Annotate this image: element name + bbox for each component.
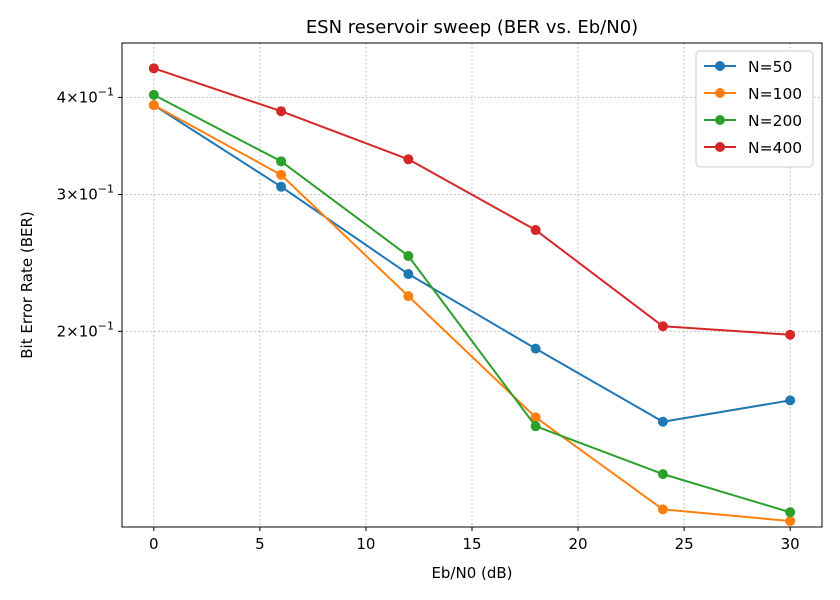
series-n-200 bbox=[148, 89, 796, 518]
y-tick-label: 4×10−1 bbox=[57, 85, 114, 106]
chart-title: ESN reservoir sweep (BER vs. Eb/N0) bbox=[306, 17, 638, 38]
data-point bbox=[276, 181, 287, 192]
series-layer bbox=[148, 63, 796, 527]
x-tick-label: 20 bbox=[569, 535, 588, 553]
axis-ticks: 0 5 10 15 20 25 30 4×10−1 3×10−1 2×10−1 bbox=[57, 85, 800, 553]
data-point bbox=[785, 516, 796, 527]
series-line bbox=[153, 104, 791, 423]
data-point bbox=[148, 100, 159, 111]
series-line bbox=[153, 104, 791, 523]
legend-label: N=200 bbox=[748, 112, 802, 130]
data-point bbox=[530, 412, 541, 423]
data-point bbox=[530, 225, 541, 236]
data-point bbox=[276, 169, 287, 180]
data-point bbox=[785, 329, 796, 340]
x-tick-label: 30 bbox=[781, 535, 800, 553]
data-point bbox=[657, 416, 668, 427]
x-tick-label: 25 bbox=[675, 535, 694, 553]
data-point bbox=[530, 421, 541, 432]
data-point bbox=[403, 154, 414, 165]
x-axis-label: Eb/N0 (dB) bbox=[431, 564, 512, 582]
series-n-400 bbox=[148, 63, 796, 340]
data-point bbox=[148, 63, 159, 74]
data-point bbox=[785, 395, 796, 406]
series-n-100 bbox=[148, 100, 796, 527]
legend-marker bbox=[715, 142, 725, 152]
data-point bbox=[276, 156, 287, 167]
y-axis-label: Bit Error Rate (BER) bbox=[18, 211, 36, 359]
legend-item: N=200 bbox=[704, 112, 802, 130]
x-tick-label: 0 bbox=[149, 535, 159, 553]
data-point bbox=[276, 106, 287, 117]
legend-label: N=50 bbox=[748, 58, 792, 76]
series-line bbox=[153, 67, 791, 336]
data-point bbox=[403, 291, 414, 302]
y-tick-label: 2×10−1 bbox=[57, 319, 114, 340]
legend-item: N=100 bbox=[704, 85, 802, 103]
legend-item: N=50 bbox=[704, 58, 792, 76]
data-point bbox=[530, 343, 541, 354]
x-tick-label: 10 bbox=[356, 535, 375, 553]
data-point bbox=[657, 469, 668, 480]
x-tick-label: 15 bbox=[462, 535, 481, 553]
legend-label: N=100 bbox=[748, 85, 802, 103]
data-point bbox=[148, 89, 159, 100]
data-point bbox=[785, 507, 796, 518]
x-tick-label: 5 bbox=[255, 535, 265, 553]
legend-marker bbox=[715, 88, 725, 98]
legend-label: N=400 bbox=[748, 139, 802, 157]
legend-item: N=400 bbox=[704, 139, 802, 157]
data-point bbox=[657, 321, 668, 332]
y-tick-label: 3×10−1 bbox=[57, 183, 114, 204]
data-point bbox=[403, 269, 414, 280]
legend-marker bbox=[715, 61, 725, 71]
data-point bbox=[403, 251, 414, 262]
series-line bbox=[153, 94, 791, 514]
data-point bbox=[657, 504, 668, 515]
legend-marker bbox=[715, 115, 725, 125]
legend: N=50 N=100 N=200 N=400 bbox=[695, 50, 814, 168]
legend-box bbox=[695, 50, 814, 168]
